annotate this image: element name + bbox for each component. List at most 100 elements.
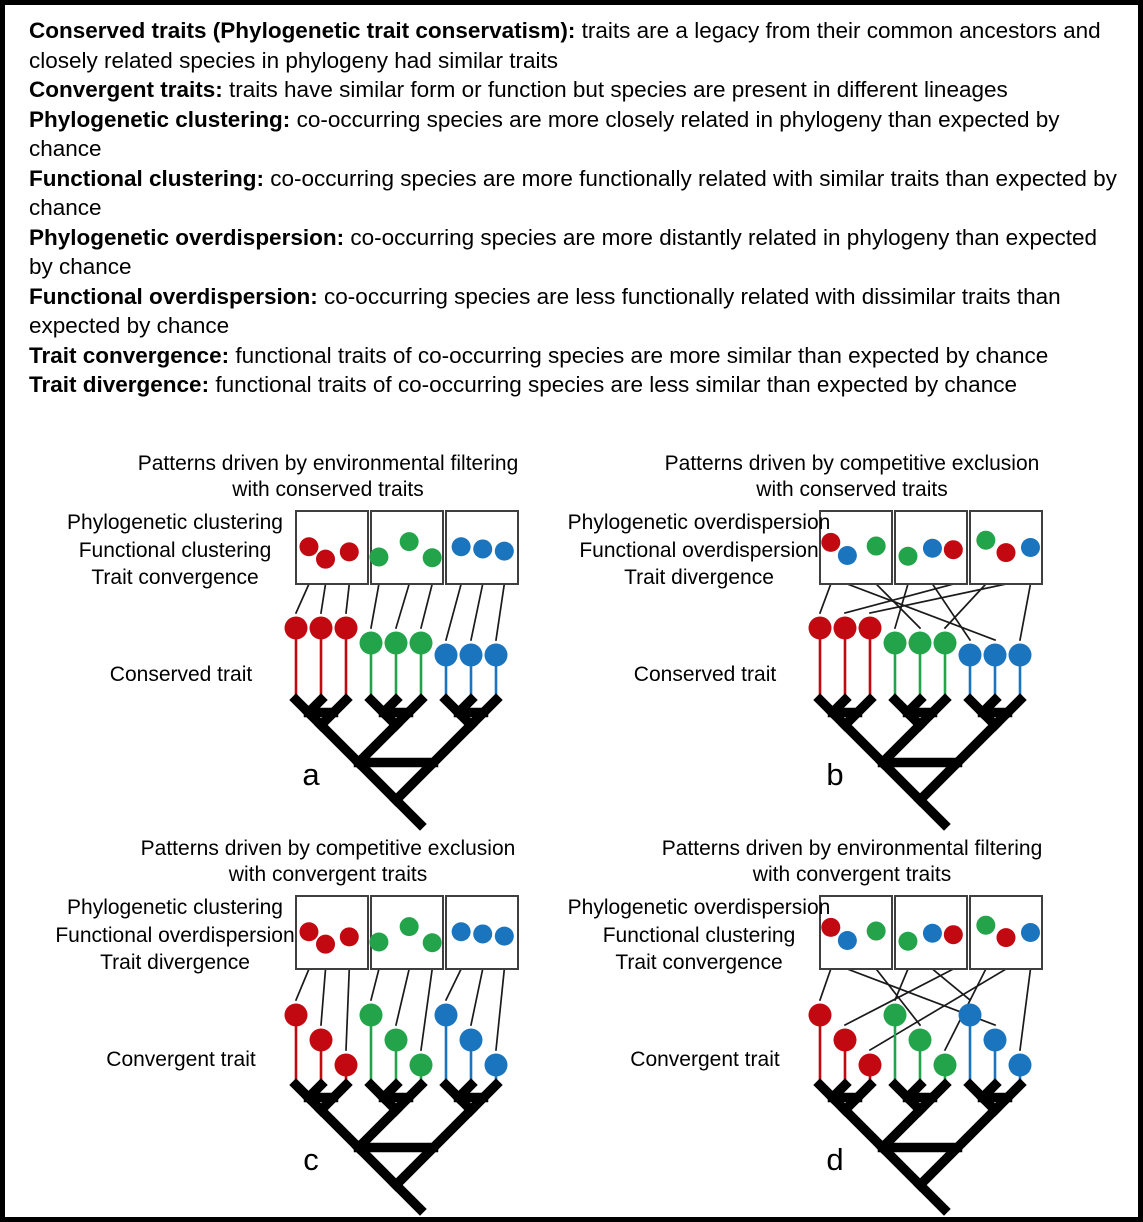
community-dot xyxy=(976,915,996,935)
panel-c-diagram xyxy=(284,895,519,1216)
species-trait-dot xyxy=(1008,643,1032,667)
community-link xyxy=(420,968,434,1051)
definition-text: co-occurring species are more functional… xyxy=(29,165,1117,221)
species-trait-dot xyxy=(983,1028,1007,1052)
community-dot xyxy=(837,546,857,566)
definition-text: functional traits of co-occurring specie… xyxy=(229,342,1049,368)
definition-term: Trait convergence: xyxy=(29,342,230,368)
species-trait-dot xyxy=(958,643,982,667)
phylogeny-branch xyxy=(838,1078,877,1117)
pattern-label: Functional clustering xyxy=(602,923,796,947)
phylogeny-branch xyxy=(314,693,353,732)
definition-term: Phylogenetic overdispersion: xyxy=(29,224,345,250)
trait-axis-label: Conserved trait xyxy=(633,663,777,686)
community-link xyxy=(495,968,506,1051)
pattern-label: Functional clustering xyxy=(78,538,272,562)
species-trait-dot xyxy=(309,616,333,640)
community-dot xyxy=(316,549,336,569)
species-trait-dot xyxy=(883,1003,907,1027)
community-dot xyxy=(299,537,319,557)
community-dot xyxy=(1020,923,1040,942)
community-link xyxy=(419,582,434,630)
community-link xyxy=(874,582,922,630)
panel-a-diagram xyxy=(284,510,519,831)
phylogeny-branch xyxy=(988,1078,1027,1117)
community-dot xyxy=(866,536,886,556)
community-link xyxy=(943,582,988,630)
definition-text: traits have similar form or function but… xyxy=(222,77,1008,102)
community-link xyxy=(320,968,327,1026)
community-dot xyxy=(1020,538,1040,557)
panel-letter: d xyxy=(826,1142,844,1177)
phylogeny-branch xyxy=(464,1078,503,1117)
phylogeny-branch xyxy=(464,693,503,732)
community-dot xyxy=(837,931,857,951)
community-dot xyxy=(339,542,359,562)
phylogeny-branch xyxy=(389,793,427,831)
definition-item: Trait divergence: functional traits of c… xyxy=(29,370,1125,400)
species-trait-dot xyxy=(284,616,308,640)
phylogeny-branch xyxy=(351,718,403,770)
panel-d-diagram xyxy=(808,895,1043,1216)
species-trait-dot xyxy=(409,631,433,655)
pattern-label: Trait divergence xyxy=(100,951,250,974)
phylogeny-branch xyxy=(389,1103,478,1192)
definition-term: Conserved traits (Phylogenetic trait con… xyxy=(29,18,576,43)
definition-term: Functional clustering: xyxy=(29,165,265,191)
species-trait-dot xyxy=(808,616,832,640)
phylogeny-branch xyxy=(913,693,952,732)
community-dot xyxy=(898,931,918,951)
community-link xyxy=(345,583,351,614)
community-link xyxy=(469,582,484,642)
species-trait-dot xyxy=(359,1003,383,1027)
panel-title: Patterns driven by environmental filteri… xyxy=(632,836,1072,888)
community-dot xyxy=(422,548,442,568)
community-link xyxy=(931,582,972,642)
community-link xyxy=(320,583,327,614)
phylogeny-branch xyxy=(875,755,927,807)
panel-title-line1: Patterns driven by competitive exclusion xyxy=(664,452,1040,475)
community-dot xyxy=(451,537,471,557)
species-trait-dot xyxy=(983,643,1007,667)
community-dot xyxy=(369,932,389,952)
definitions-block: Conserved traits (Phylogenetic trait con… xyxy=(29,16,1125,400)
community-link xyxy=(394,582,411,630)
community-link xyxy=(444,967,463,1002)
panel-a: Patterns driven by environmental filteri… xyxy=(33,448,573,842)
species-trait-dot xyxy=(359,631,383,655)
panel-title: Patterns driven by competitive exclusion… xyxy=(108,836,548,888)
pattern-label: Functional overdispersion xyxy=(579,538,819,562)
community-dot xyxy=(898,546,918,566)
species-trait-dot xyxy=(808,1003,832,1027)
community-link xyxy=(469,967,484,1027)
phylogeny-branch xyxy=(913,793,951,831)
community-link xyxy=(294,967,311,1002)
species-trait-dot xyxy=(459,1028,483,1052)
phylogeny-branch xyxy=(351,1103,403,1155)
species-trait-dot xyxy=(908,631,932,655)
panel-letter: b xyxy=(826,757,844,792)
community-dot xyxy=(422,933,442,953)
species-trait-dot xyxy=(434,643,458,667)
panel-title-line1: Patterns driven by environmental filteri… xyxy=(137,452,519,475)
species-trait-dot xyxy=(958,1003,982,1027)
community-link xyxy=(345,968,351,1051)
community-dot xyxy=(943,925,963,945)
phylogeny-branch xyxy=(875,718,927,770)
community-link xyxy=(868,967,1008,1052)
community-dot xyxy=(339,927,359,947)
pattern-labels: Phylogenetic clustering Functional overd… xyxy=(33,894,317,977)
phylogeny-branch xyxy=(314,1078,353,1117)
panel-title-line2: with conserved traits xyxy=(232,478,424,501)
panel-c: Patterns driven by competitive exclusion… xyxy=(33,833,573,1217)
community-link xyxy=(843,582,955,615)
community-dot xyxy=(299,922,319,942)
definition-text: co-occurring species are more distantly … xyxy=(29,224,1097,280)
pattern-labels: Phylogenetic clustering Functional clust… xyxy=(33,509,317,592)
phylogeny-branch xyxy=(389,1178,427,1216)
species-trait-dot xyxy=(933,1053,957,1077)
pattern-label: Trait convergence xyxy=(91,566,259,589)
panel-title: Patterns driven by competitive exclusion… xyxy=(632,451,1072,503)
species-trait-dot xyxy=(484,643,508,667)
